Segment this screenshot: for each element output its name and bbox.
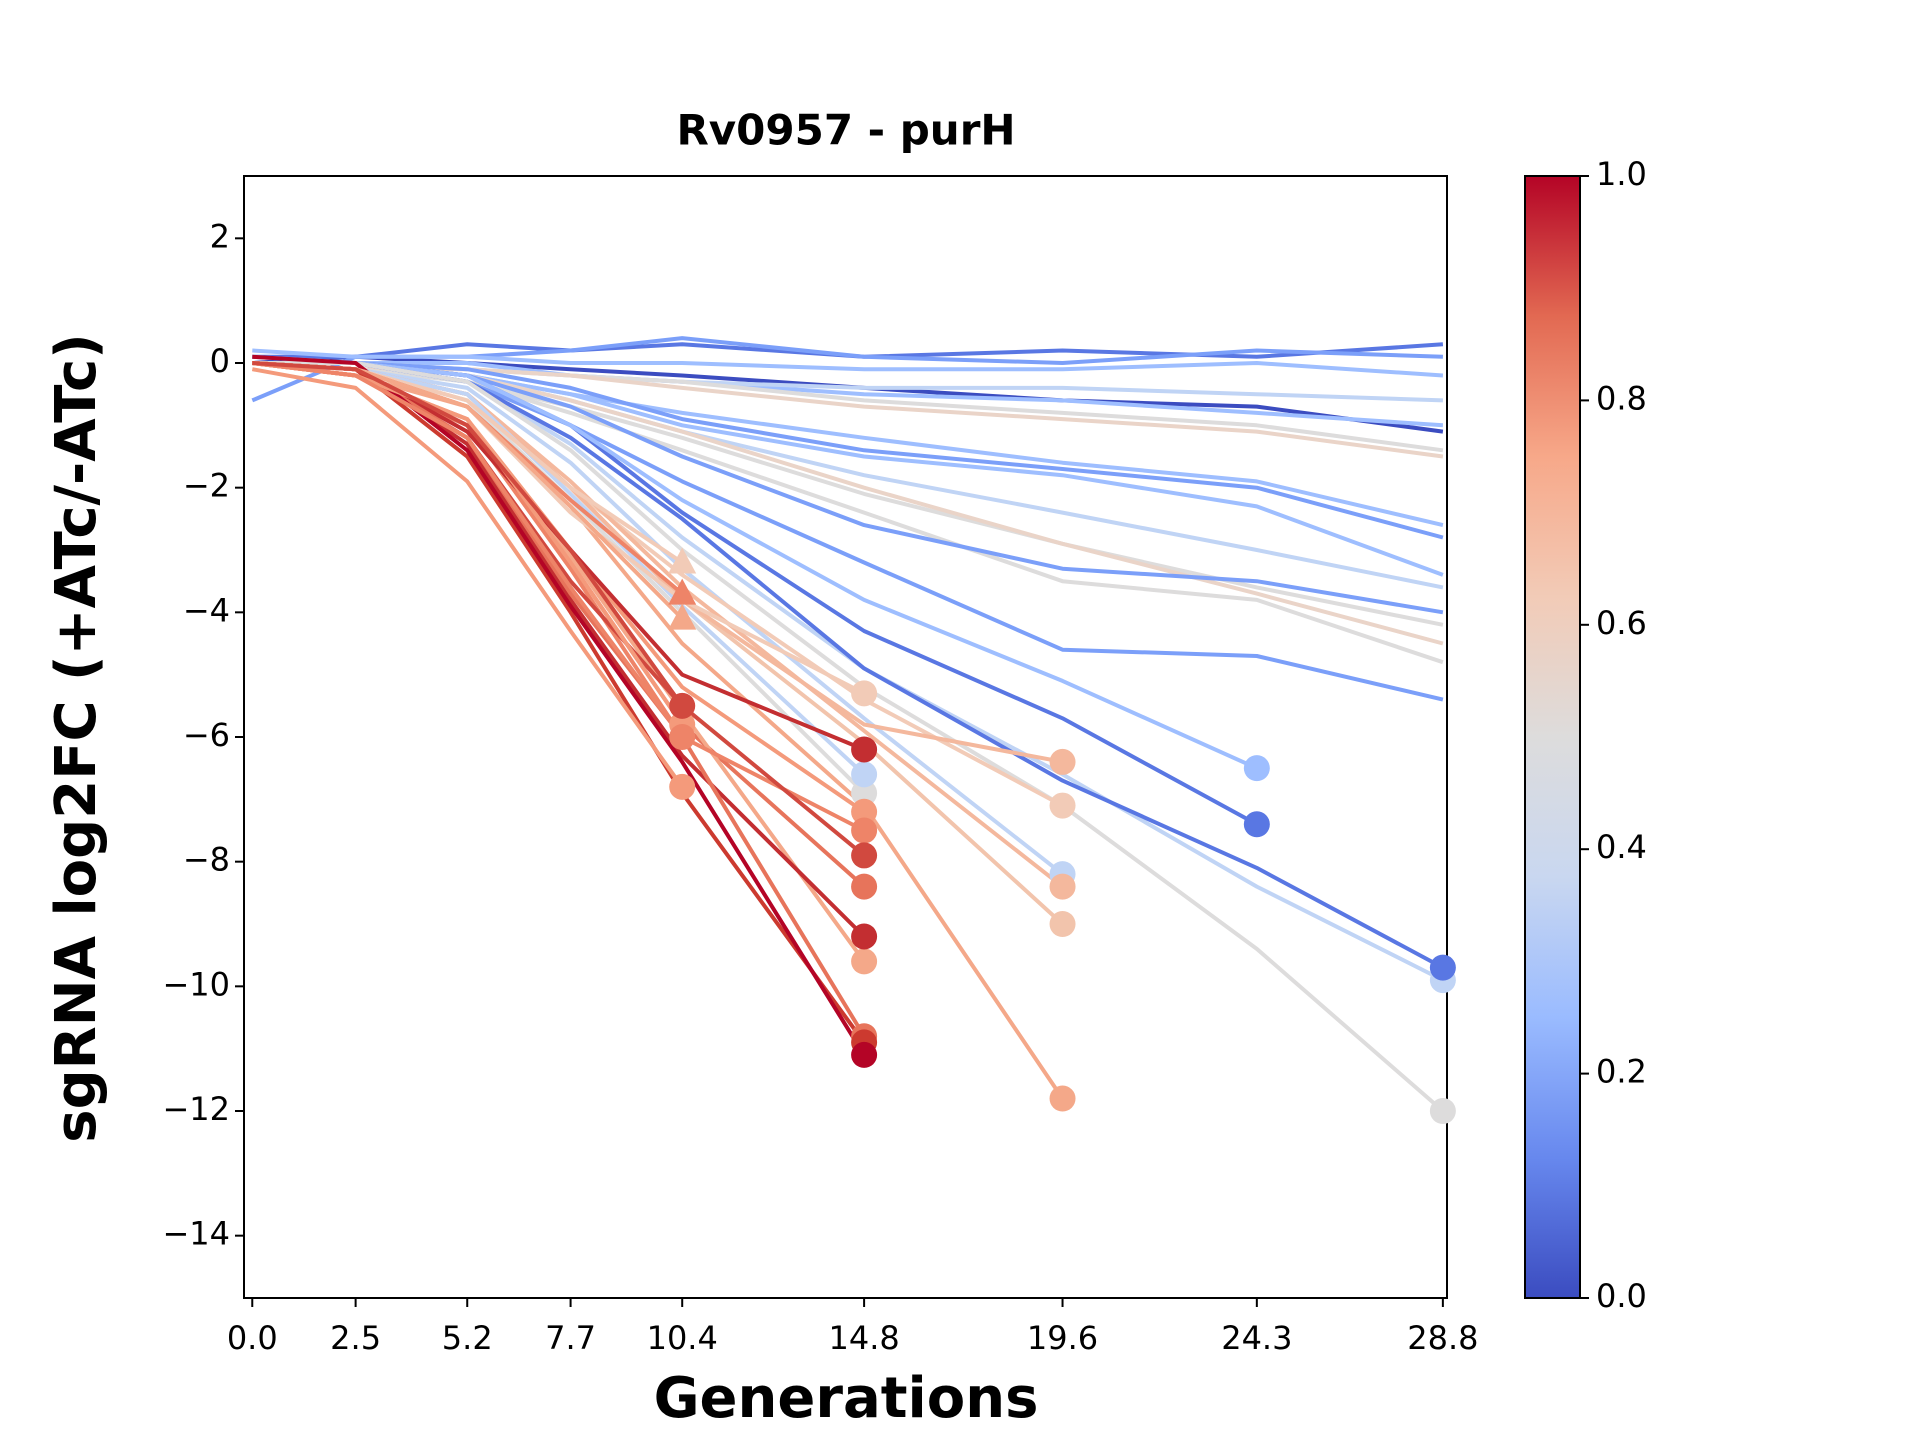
end-marker (1429, 954, 1456, 981)
series-line (252, 354, 1444, 540)
end-marker (1049, 1085, 1076, 1112)
end-marker (668, 547, 697, 574)
y-tick-label: 2 (210, 217, 230, 255)
colorbar (1524, 175, 1581, 1299)
end-marker (669, 724, 696, 750)
y-tick-label: −10 (162, 965, 230, 1003)
y-tick-label: −4 (183, 591, 230, 629)
end-marker (668, 603, 697, 630)
end-marker (1429, 1098, 1456, 1124)
y-tick-label: −2 (183, 467, 230, 505)
series-line (252, 361, 1444, 665)
end-marker (851, 842, 878, 869)
y-tick-label: 0 (210, 342, 230, 380)
end-marker (668, 578, 697, 605)
colorbar-tick-label: 0.0 (1596, 1277, 1647, 1315)
plot-area (251, 336, 1445, 1113)
y-axis-label: sgRNA log2FC (+ATc/-ATc) (44, 333, 109, 1143)
series-line (252, 354, 1444, 434)
series-line (251, 367, 684, 789)
y-tick-label: −12 (162, 1090, 230, 1128)
y-tick-label: −6 (183, 716, 230, 754)
end-marker (1243, 811, 1270, 838)
series-line (252, 354, 866, 1056)
chart-title: Rv0957 - purH (676, 106, 1015, 155)
series-line (252, 361, 866, 938)
end-marker (1049, 911, 1076, 937)
colorbar-tick-label: 0.8 (1596, 379, 1647, 417)
colorbar-tick-label: 0.6 (1596, 604, 1647, 642)
x-tick-label: 0.0 (227, 1319, 278, 1357)
y-tick-label: −14 (162, 1215, 230, 1253)
end-marker (851, 1041, 878, 1068)
x-tick-label: 24.3 (1221, 1319, 1292, 1357)
end-marker (669, 692, 696, 719)
end-marker (851, 817, 878, 844)
end-marker (851, 680, 878, 707)
series-line (252, 361, 1064, 876)
series-line (252, 361, 684, 739)
axes-frame (243, 175, 1448, 1299)
end-marker (851, 798, 878, 825)
x-tick-label: 2.5 (330, 1319, 381, 1357)
series-line (252, 361, 1444, 627)
end-marker (851, 736, 878, 763)
x-tick-label: 7.7 (545, 1319, 596, 1357)
end-marker (1049, 792, 1076, 819)
colorbar-tick-label: 1.0 (1596, 155, 1647, 193)
end-marker (1243, 755, 1270, 782)
end-marker (851, 780, 878, 807)
series-line (252, 361, 684, 596)
colorbar-tick-label: 0.2 (1596, 1053, 1647, 1091)
end-marker (851, 873, 878, 900)
end-marker (851, 923, 878, 950)
x-axis-label: Generations (654, 1366, 1039, 1431)
colorbar-tick-label: 0.4 (1596, 828, 1647, 866)
series-line (252, 348, 1444, 378)
series-line (252, 361, 1445, 1113)
end-marker (1049, 873, 1076, 900)
x-tick-label: 14.8 (828, 1319, 899, 1357)
end-marker (851, 761, 878, 788)
y-tick-label: −8 (183, 841, 230, 879)
series-line (252, 361, 684, 707)
end-marker (669, 773, 696, 800)
end-marker (1049, 748, 1076, 775)
x-tick-label: 19.6 (1027, 1319, 1098, 1357)
x-tick-label: 28.8 (1407, 1319, 1478, 1357)
x-tick-label: 10.4 (647, 1319, 718, 1357)
x-tick-label: 5.2 (442, 1319, 493, 1357)
end-marker (851, 948, 878, 975)
